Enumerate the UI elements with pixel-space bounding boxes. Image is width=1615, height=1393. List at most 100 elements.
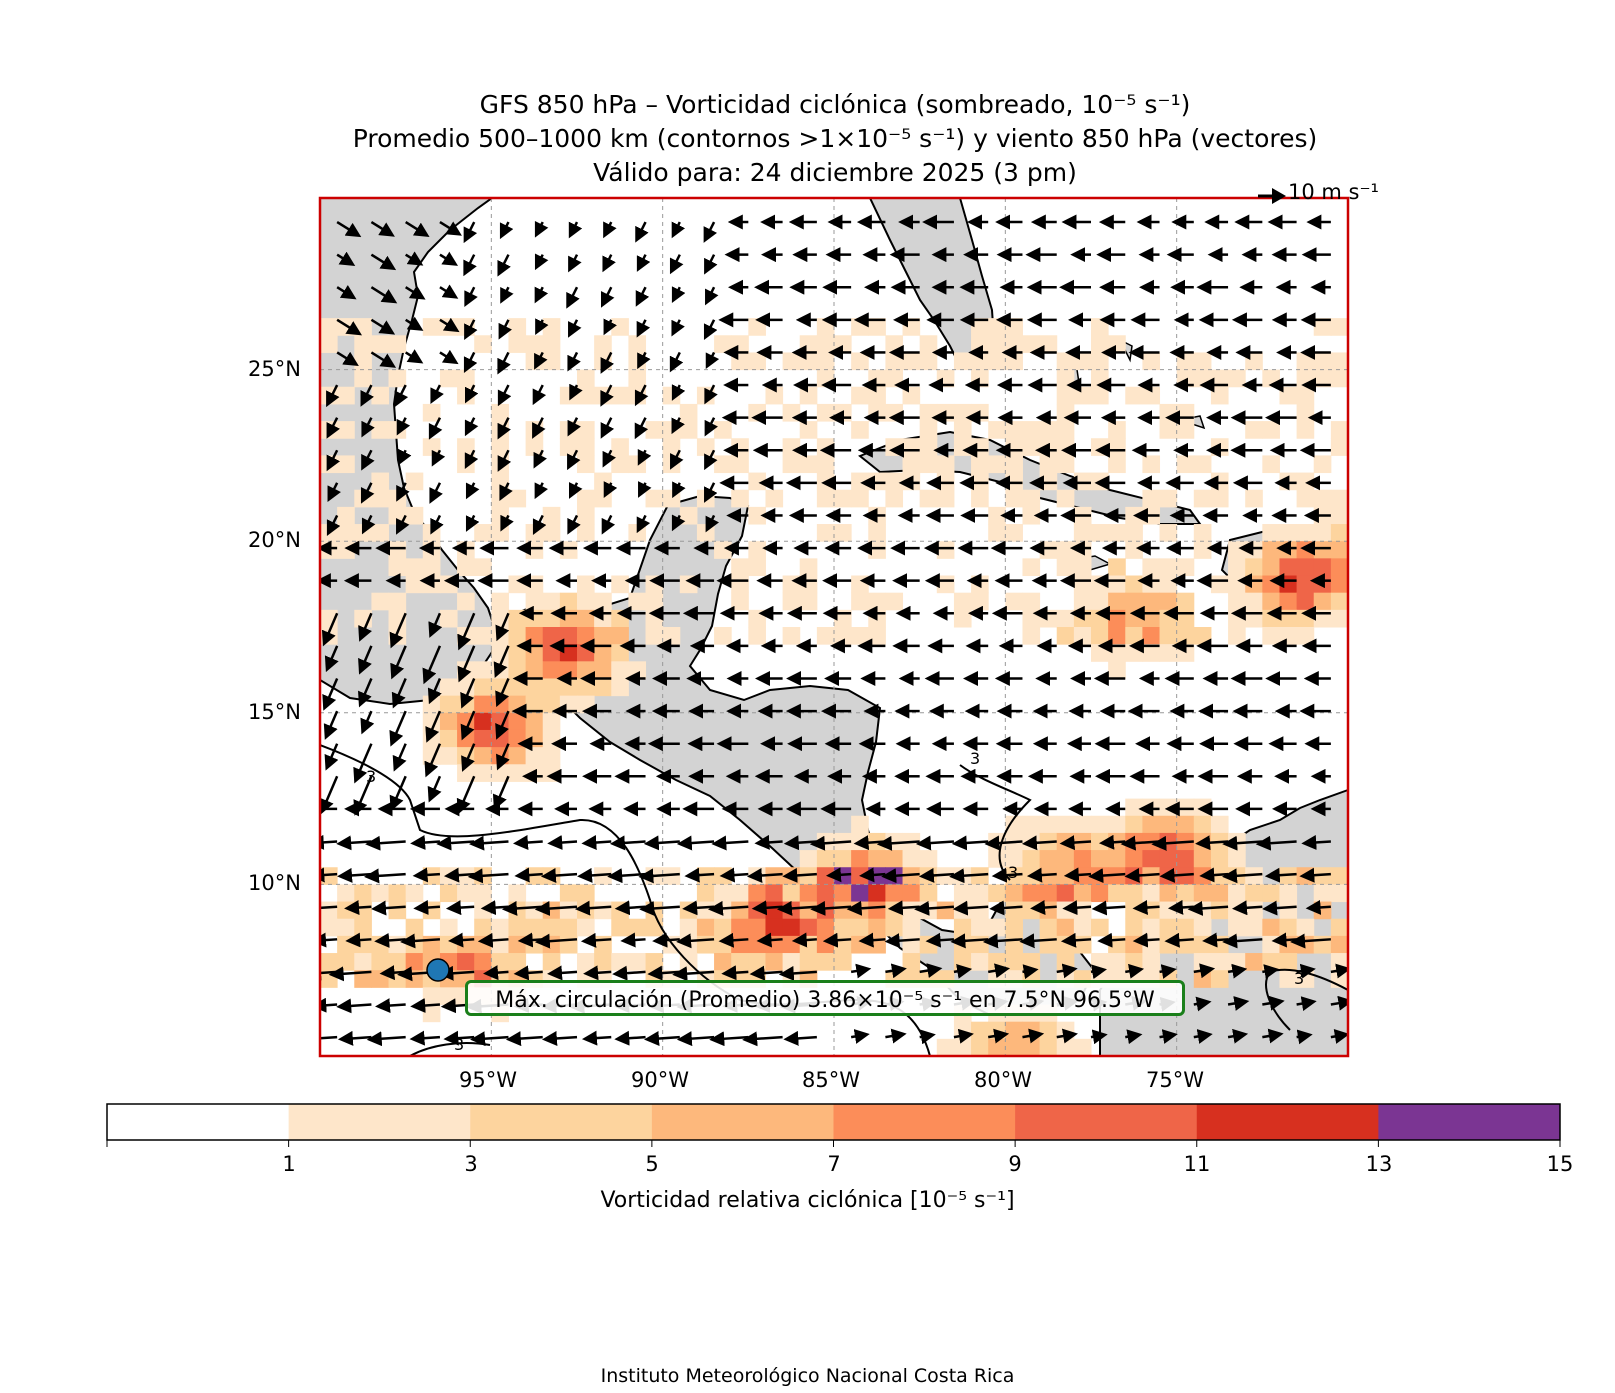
vorticity-cell (1262, 627, 1280, 645)
vorticity-cell (748, 318, 766, 336)
vorticity-cell (1108, 558, 1126, 577)
vorticity-cell (782, 953, 801, 971)
vorticity-cell (1228, 627, 1246, 645)
vorticity-cell (731, 918, 749, 937)
vorticity-cell (1279, 524, 1298, 542)
vorticity-cell (765, 386, 784, 405)
wind-vector (467, 868, 509, 884)
vorticity-cell (1330, 884, 1348, 903)
vorticity-cell (885, 403, 904, 422)
vorticity-cell (1262, 421, 1280, 439)
wind-vector (577, 867, 612, 883)
wind-vector (370, 220, 395, 237)
vorticity-cell (611, 318, 629, 336)
vorticity-cell (508, 678, 527, 697)
wind-vector (1195, 835, 1229, 851)
vorticity-cell (936, 489, 955, 508)
wind-vector (514, 867, 543, 883)
vorticity-cell (971, 953, 989, 971)
vorticity-cell (1125, 935, 1143, 954)
wind-vector (360, 482, 375, 504)
wind-vector (337, 1030, 372, 1046)
vorticity-cell (1108, 627, 1126, 645)
vorticity-cell (1159, 575, 1178, 594)
vorticity-cell (645, 953, 664, 971)
wind-vector (1262, 964, 1280, 979)
vorticity-cell (439, 695, 458, 714)
wind-vector (1090, 964, 1107, 980)
wind-vector (914, 900, 955, 916)
vorticity-cell (1091, 438, 1109, 456)
vorticity-cell (1159, 901, 1178, 920)
vorticity-cell (1091, 592, 1109, 611)
vorticity-cell (525, 712, 544, 731)
wind-vector (534, 286, 549, 304)
vorticity-cell (354, 953, 372, 971)
vorticity-cell (559, 918, 578, 937)
vorticity-cell (1245, 867, 1263, 885)
vorticity-cell (508, 918, 527, 937)
vorticity-cell (525, 438, 544, 456)
wind-vector (320, 775, 339, 815)
wind-vector (1296, 963, 1316, 979)
vorticity-cell (868, 884, 886, 903)
wind-vector (428, 417, 443, 440)
wind-vector (704, 449, 718, 471)
vorticity-cell (1245, 558, 1263, 577)
vorticity-cell (1313, 575, 1332, 594)
vorticity-cell (422, 901, 441, 920)
vorticity-cell (1073, 901, 1092, 920)
wind-vector (600, 351, 614, 374)
vorticity-cell (1193, 867, 1212, 885)
wind-vector (711, 835, 749, 851)
wind-vector (320, 867, 338, 883)
vorticity-cell (799, 575, 818, 594)
vorticity-cell (474, 695, 492, 714)
wind-vector (493, 645, 510, 678)
wind-vector (603, 221, 617, 239)
vorticity-cell (1005, 918, 1023, 937)
vorticity-cell (799, 867, 818, 885)
wind-vector (754, 834, 783, 850)
vorticity-cell (1039, 472, 1058, 491)
vorticity-cell (1210, 575, 1229, 594)
wind-vector (822, 932, 852, 948)
vorticity-cell (1142, 918, 1161, 937)
wind-vector (876, 835, 920, 851)
vorticity-cell (816, 935, 835, 954)
vorticity-cell (525, 729, 544, 748)
vorticity-cell (525, 918, 544, 937)
wind-vector (400, 933, 441, 949)
vorticity-cell (851, 918, 869, 937)
vorticity-cell (1193, 953, 1212, 971)
vorticity-cell (1022, 953, 1041, 971)
vorticity-cell (748, 506, 766, 525)
vorticity-cell (491, 438, 509, 456)
wind-vector (915, 835, 955, 851)
wind-vector (949, 868, 989, 884)
vorticity-cell (474, 661, 492, 679)
vorticity-cell (1056, 815, 1075, 834)
wind-vector (532, 514, 547, 536)
wind-vector (704, 254, 718, 275)
vorticity-cell (559, 438, 578, 456)
vorticity-cell (1193, 970, 1212, 988)
vorticity-cell (799, 901, 818, 920)
vorticity-cell (405, 953, 424, 971)
vorticity-cell (1022, 438, 1041, 456)
wind-vector (884, 933, 920, 949)
wind-vector (532, 384, 547, 406)
vorticity-cell (1159, 524, 1178, 542)
vorticity-cell (902, 918, 921, 937)
wind-vector (320, 997, 338, 1013)
wind-vector (463, 351, 478, 373)
wind-vector (336, 220, 362, 238)
vorticity-cell (491, 524, 509, 542)
vorticity-cell (868, 901, 886, 920)
vorticity-cell (1159, 627, 1178, 645)
vorticity-cell (1039, 438, 1058, 456)
wind-vector (1091, 900, 1126, 916)
vorticity-cell (1073, 918, 1092, 937)
vorticity-cell (902, 352, 921, 371)
vorticity-cell (594, 953, 612, 971)
